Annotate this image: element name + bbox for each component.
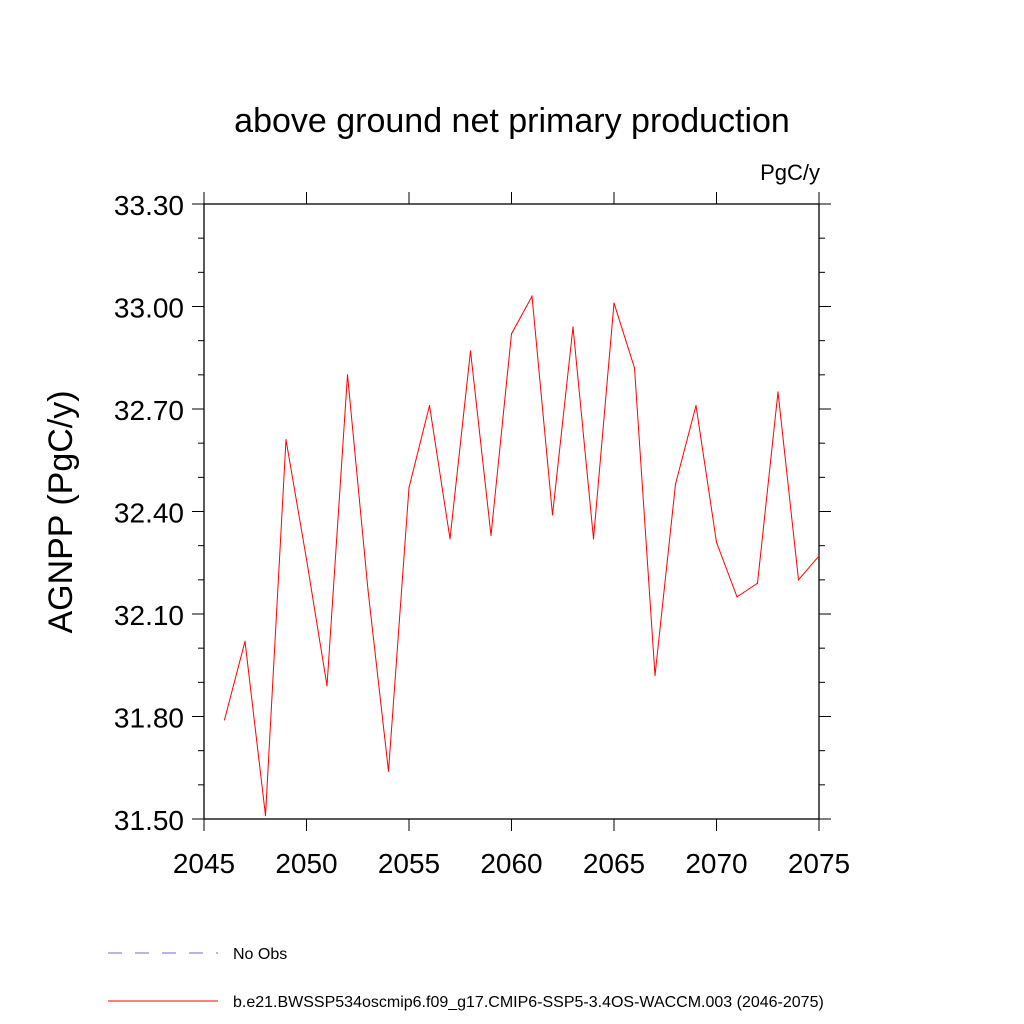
data-point: [367, 589, 369, 591]
y-tick-labels: 31.50 31.80 32.10 32.40 32.70 33.00 33.30: [114, 190, 184, 836]
units-label: PgC/y: [760, 160, 820, 185]
x-tick-labels: 2045 2050 2055 2060 2065 2070 2075: [173, 848, 850, 879]
data-point: [633, 367, 636, 369]
x-tick-label: 2075: [788, 848, 850, 879]
chart-title: above ground net primary production: [234, 102, 790, 140]
x-tick-label: 2050: [275, 848, 337, 879]
data-point: [736, 596, 738, 598]
data-point: [408, 486, 410, 489]
y-tick-label: 33.00: [114, 293, 184, 324]
x-tick-label: 2065: [583, 848, 645, 879]
data-point: [449, 538, 451, 540]
data-point: [469, 350, 472, 352]
data-point: [531, 295, 533, 297]
x-tick-label: 2055: [378, 848, 440, 879]
y-tick-label: 32.70: [114, 395, 184, 426]
data-point: [613, 302, 615, 304]
data-point: [264, 814, 267, 817]
data-point: [818, 555, 820, 557]
data-point: [305, 558, 308, 560]
data-point: [674, 483, 677, 485]
series-line-0: [224, 294, 820, 816]
data-point: [797, 579, 800, 581]
data-point: [244, 640, 246, 642]
data-point: [715, 541, 718, 543]
plot-frame: [203, 203, 820, 820]
data-point: [346, 374, 349, 376]
data-point: [326, 685, 328, 687]
data-point: [592, 538, 595, 540]
data-point: [428, 404, 431, 407]
data-point: [285, 439, 287, 441]
data-point: [510, 333, 513, 335]
data-point: [756, 582, 759, 584]
data-point: [223, 719, 226, 721]
y-tick-label: 33.30: [114, 190, 184, 221]
legend-label-model: b.e21.BWSSP534oscmip6.f09_g17.CMIP6-SSP5…: [233, 994, 824, 1011]
y-tick-label: 31.80: [114, 703, 184, 734]
x-tick-label: 2045: [173, 848, 235, 879]
y-tick-label: 31.50: [114, 805, 184, 836]
legend-label-no-obs: No Obs: [233, 946, 287, 963]
y-axis-label: AGNPP (PgC/y): [42, 390, 80, 633]
axis-ticks: [192, 192, 831, 831]
series-layer: [223, 294, 820, 817]
x-tick-label: 2060: [480, 848, 542, 879]
data-point: [387, 770, 390, 772]
data-point: [490, 534, 492, 537]
y-tick-label: 32.10: [114, 600, 184, 631]
data-point: [654, 674, 656, 677]
x-tick-label: 2070: [685, 848, 747, 879]
data-point: [695, 404, 697, 407]
y-tick-label: 32.40: [114, 498, 184, 529]
data-point: [572, 326, 574, 328]
data-point: [777, 391, 779, 393]
data-point: [551, 514, 554, 516]
legend: No Obs b.e21.BWSSP534oscmip6.f09_g17.CMI…: [108, 946, 824, 1011]
